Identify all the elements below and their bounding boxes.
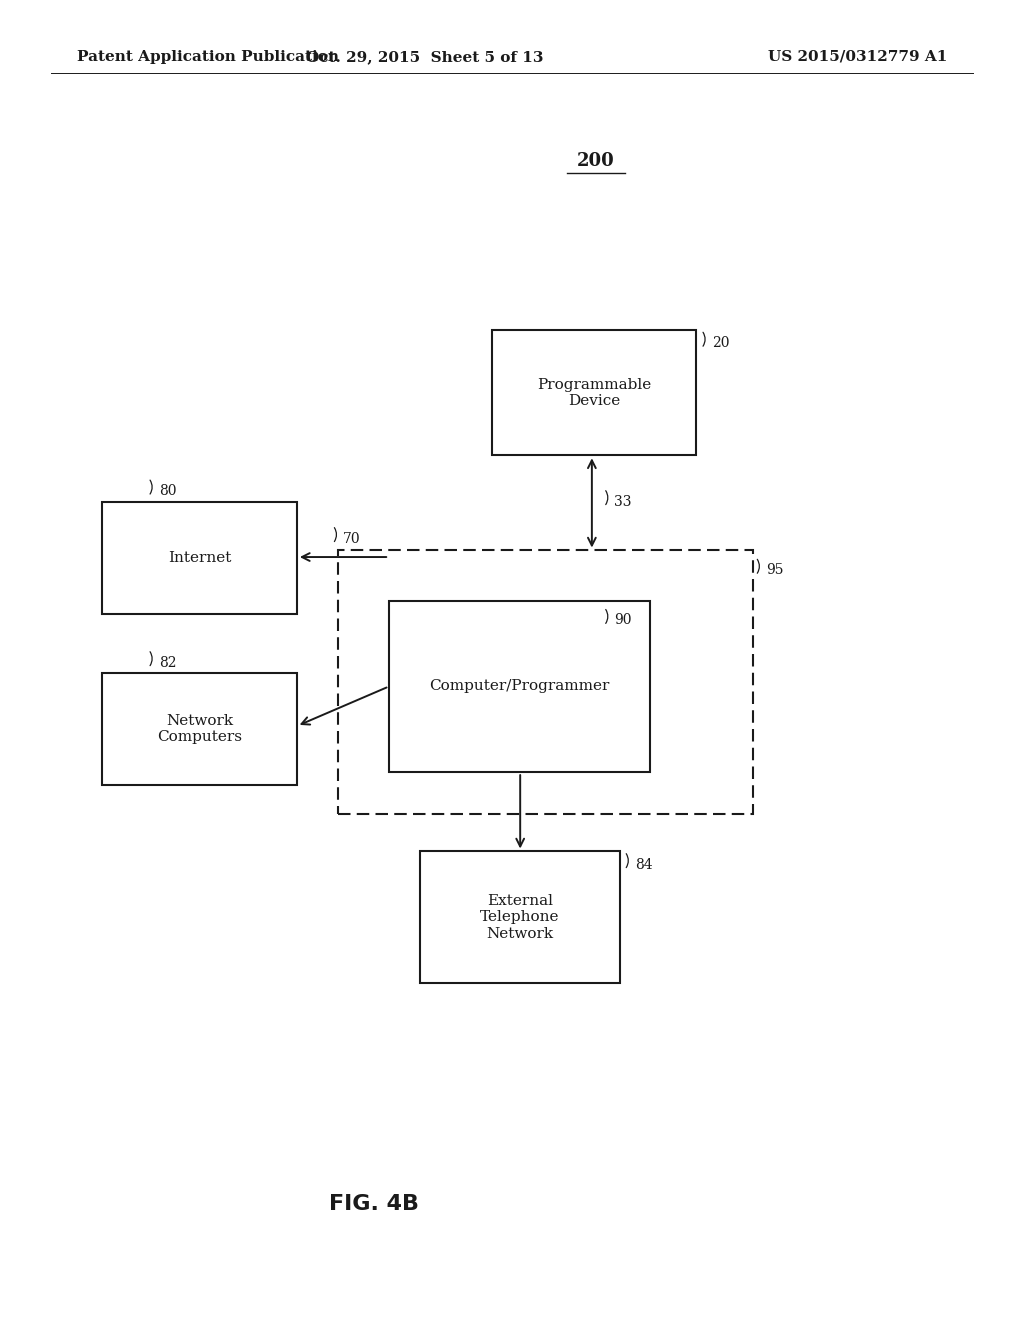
Bar	[102, 673, 297, 785]
Bar	[420, 851, 620, 983]
Text: Network
Computers: Network Computers	[157, 714, 243, 744]
Text: Computer/Programmer: Computer/Programmer	[429, 680, 610, 693]
Text: 33: 33	[614, 495, 632, 508]
Text: Internet: Internet	[168, 550, 231, 565]
Text: 95: 95	[766, 564, 783, 577]
Bar	[102, 502, 297, 614]
Text: 90: 90	[614, 614, 632, 627]
Text: Patent Application Publication: Patent Application Publication	[77, 50, 339, 63]
Text: External
Telephone
Network: External Telephone Network	[480, 894, 559, 941]
Text: Programmable
Device: Programmable Device	[537, 378, 651, 408]
Text: 200: 200	[578, 152, 614, 170]
Bar	[338, 550, 753, 814]
Text: Oct. 29, 2015  Sheet 5 of 13: Oct. 29, 2015 Sheet 5 of 13	[306, 50, 544, 63]
Text: 20: 20	[712, 337, 729, 350]
Text: 84: 84	[635, 858, 652, 871]
Bar	[389, 601, 650, 772]
Text: 82: 82	[159, 656, 176, 669]
Text: US 2015/0312779 A1: US 2015/0312779 A1	[768, 50, 947, 63]
Bar	[492, 330, 696, 455]
Text: 70: 70	[343, 532, 360, 545]
Text: 80: 80	[159, 484, 176, 498]
Text: FIG. 4B: FIG. 4B	[329, 1193, 419, 1214]
